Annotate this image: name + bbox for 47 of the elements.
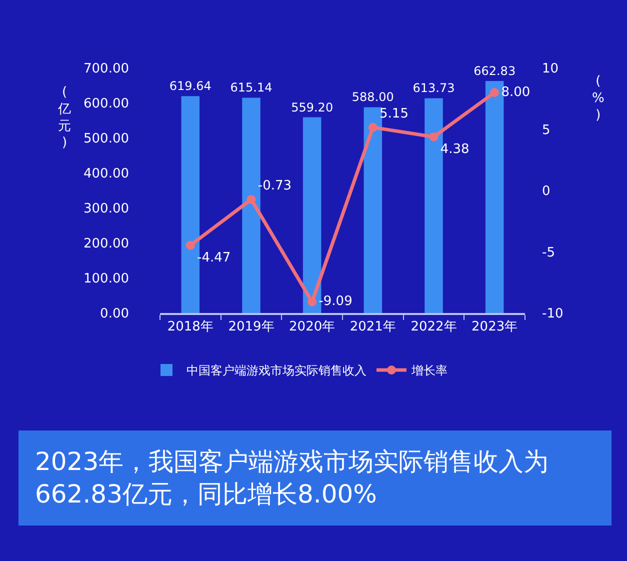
y-tick-label: 500.00 <box>84 132 129 147</box>
data-label: 4.38 <box>440 142 470 158</box>
y-tick-label: 700.00 <box>84 62 129 77</box>
data-label: 615.14 <box>230 80 272 95</box>
bar <box>424 98 443 313</box>
y2-axis-title: (%) <box>592 74 604 123</box>
y-axis-title: (亿元) <box>57 85 71 151</box>
x-tick-label: 2018年 <box>167 319 214 334</box>
bar <box>485 81 504 313</box>
y-tick-label: 100.00 <box>84 272 129 287</box>
text: 662.83亿元，同比增长8.00% <box>35 480 377 508</box>
point <box>186 240 195 250</box>
y-tick-label: 400.00 <box>84 166 129 182</box>
y2-tick-label: 0 <box>542 184 550 200</box>
data-label: 559.20 <box>291 100 334 114</box>
text: 2023年，我国客户端游戏市场实际销售收入为 <box>35 447 549 476</box>
y-tick-label: 0.00 <box>100 306 129 322</box>
y2-tick-label: 5 <box>542 122 550 138</box>
y-tick-label: 300.00 <box>84 202 129 217</box>
y-tick-label: 600.00 <box>84 96 129 112</box>
data-label: -0.73 <box>258 178 292 194</box>
x-tick-label: 2019年 <box>228 319 274 334</box>
point <box>308 297 317 306</box>
data-label: 662.83 <box>474 64 516 78</box>
data-label: 8.00 <box>501 84 530 100</box>
point <box>368 122 378 132</box>
y2-tick-label: 10 <box>542 62 559 77</box>
x-tick-label: 2020年 <box>289 319 336 334</box>
data-label: 588.00 <box>352 90 394 104</box>
legend-label: 增长率 <box>410 364 448 378</box>
y2-tick-label: -10 <box>542 306 564 322</box>
bar <box>242 98 260 313</box>
legend-label: 中国客户端游戏市场实际销售收入 <box>186 364 366 378</box>
data-label: -4.47 <box>197 250 231 266</box>
data-label: 613.73 <box>412 81 455 96</box>
data-label: 5.15 <box>380 106 408 122</box>
y-tick-label: 200.00 <box>84 236 129 252</box>
x-tick-label: 2023年 <box>472 319 518 334</box>
y2-tick-label: -5 <box>542 245 555 260</box>
point <box>429 132 438 142</box>
point <box>246 194 256 204</box>
data-label: 619.64 <box>169 79 212 94</box>
data-label: -9.09 <box>318 294 352 310</box>
bar <box>364 107 382 313</box>
x-tick-label: 2021年 <box>350 319 396 334</box>
x-tick-label: 2022年 <box>410 319 457 334</box>
point <box>490 88 500 97</box>
